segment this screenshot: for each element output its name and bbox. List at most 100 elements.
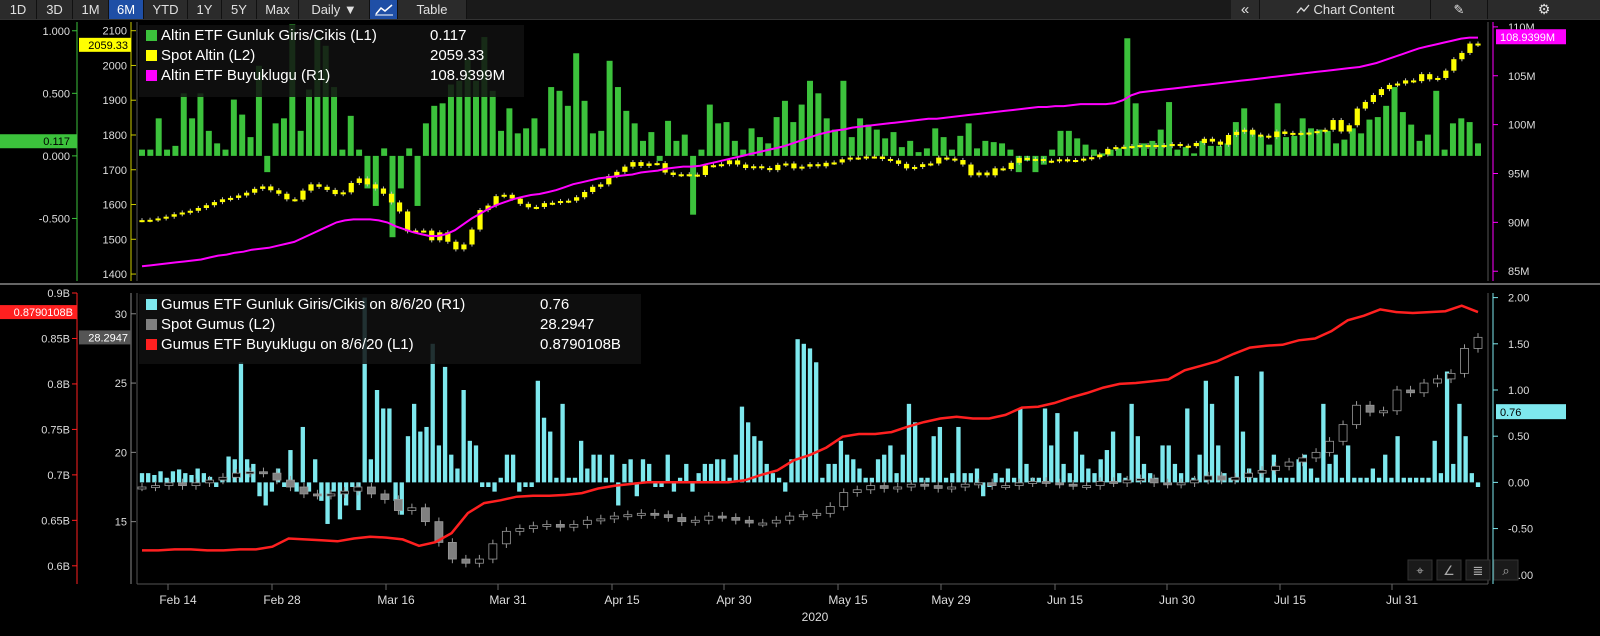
chart-content-button[interactable]: Chart Content — [1260, 0, 1431, 19]
axis-l1-tick-label: 0.7B — [47, 470, 70, 482]
gold-candle — [582, 192, 588, 198]
axis-l2-value-marker — [79, 37, 131, 52]
silver-etf-flow-bar — [541, 417, 547, 483]
gold-candle — [1338, 120, 1344, 132]
gold-candle — [726, 160, 733, 165]
gold-etf-flow-bar — [473, 80, 479, 156]
gold-candle — [541, 203, 548, 207]
gold-etf-flow-bar — [832, 129, 839, 156]
silver-candle — [717, 515, 727, 519]
silver-etf-flow-bar — [758, 440, 763, 483]
gold-etf-flow-bar — [990, 142, 997, 156]
legend-silver-series-value: 0.8790108B — [540, 336, 621, 353]
gold-etf-flow-bar — [640, 140, 646, 156]
axis-l1-value-marker — [0, 134, 77, 149]
gold-etf-flow-bar — [406, 148, 413, 156]
axis-l1-value-marker-label: 0.117 — [43, 136, 70, 148]
gold-candle — [227, 197, 234, 200]
gold-etf-flow-bar — [1449, 123, 1456, 156]
gold-etf-flow-bar — [1475, 143, 1481, 156]
gold-candle — [356, 178, 362, 183]
gold-etf-flow-bar — [272, 123, 279, 156]
chart-type-icon[interactable] — [370, 0, 398, 19]
gold-candle — [1137, 145, 1143, 148]
silver-etf-flow-bar — [1197, 454, 1202, 483]
silver-etf-flow-bar — [350, 482, 355, 487]
gold-candle — [244, 192, 250, 196]
range-button-5y[interactable]: 5Y — [222, 0, 257, 19]
silver-candle — [1176, 482, 1186, 486]
gold-etf-flow-bar — [1458, 118, 1465, 156]
gold-candle — [1475, 43, 1481, 46]
silver-etf-flow-bar — [176, 469, 182, 483]
gold-etf-flow-bar — [280, 118, 287, 156]
gold-candle — [1362, 101, 1368, 109]
interval-dropdown[interactable]: Daily ▼ — [299, 0, 370, 19]
gold-etf-flow-bar — [464, 59, 471, 156]
gold-candle — [211, 202, 218, 206]
silver-etf-flow-bar — [399, 482, 404, 515]
gold-etf-flow-bar — [172, 145, 179, 156]
range-button-ytd[interactable]: YTD — [144, 0, 188, 19]
silver-etf-flow-bar — [603, 477, 609, 483]
silver-candle — [744, 519, 754, 524]
gold-candle — [501, 194, 507, 197]
gold-etf-flow-bar — [1366, 119, 1373, 156]
gold-candle — [292, 199, 298, 202]
silver-etf-flow-bar — [708, 463, 714, 483]
silver-candle — [1244, 472, 1253, 478]
silver-etf-flow-bar — [263, 482, 268, 506]
top-panel-gold: 1.000 0.500 0.000 -0.500 2100 2000 1900 1800 170… — [0, 22, 1600, 285]
edit-icon[interactable]: ✎ — [1431, 0, 1488, 19]
collapse-icon[interactable]: « — [1231, 0, 1260, 19]
silver-etf-flow-bar — [467, 440, 472, 483]
silver-etf-flow-bar — [869, 477, 875, 483]
gold-candle — [1185, 145, 1191, 148]
silver-etf-flow-bar — [739, 406, 745, 483]
silver-etf-flow-bar — [1135, 436, 1140, 483]
silver-etf-flow-bar — [1395, 436, 1400, 483]
silver-candle — [596, 518, 606, 522]
range-button-6m[interactable]: 6M — [109, 0, 144, 19]
silver-etf-flow-bar — [294, 482, 299, 492]
silver-etf-flow-bar — [1216, 445, 1221, 483]
gold-candle — [380, 188, 387, 194]
silver-etf-flow-bar — [950, 473, 955, 483]
table-button[interactable]: Table — [398, 0, 467, 19]
silver-etf-flow-bar — [863, 477, 868, 483]
gold-candle — [252, 188, 258, 193]
range-button-1y[interactable]: 1Y — [188, 0, 222, 19]
axis-l1-value-marker — [0, 305, 77, 320]
silver-etf-flow-bar — [1228, 477, 1233, 483]
settings-gear-icon[interactable]: ⚙ — [1488, 0, 1600, 19]
range-button-max[interactable]: Max — [257, 0, 299, 19]
axis-l1-tick-label: 0.65B — [41, 515, 70, 527]
legend-silver-series-value: 0.76 — [540, 296, 569, 313]
silver-etf-flow-bar — [1160, 445, 1165, 483]
range-button-3d[interactable]: 3D — [37, 0, 73, 19]
gold-candle — [1314, 131, 1320, 134]
silver-candle — [690, 519, 700, 523]
axis-l2-tick-label: 1400 — [103, 269, 127, 281]
silver-etf-flow-bar — [1240, 431, 1246, 483]
gold-candle — [1016, 157, 1022, 163]
silver-etf-flow-bar — [1444, 371, 1450, 483]
range-button-1d[interactable]: 1D — [0, 0, 37, 19]
axis-l2-tick-label: 20 — [115, 447, 127, 459]
silver-etf-flow-bar — [956, 426, 961, 483]
silver-candle — [1028, 481, 1038, 484]
range-button-1m[interactable]: 1M — [73, 0, 109, 19]
silver-etf-flow-bar — [1092, 473, 1097, 483]
silver-candle — [286, 479, 295, 488]
legend-silver-swatch — [146, 299, 157, 310]
legend-silver-swatch — [146, 319, 157, 330]
gold-candle — [1209, 138, 1216, 142]
gold-etf-flow-bar — [957, 135, 964, 156]
silver-candle — [474, 558, 484, 564]
silver-etf-flow-bar — [1284, 477, 1289, 483]
silver-candle — [555, 524, 565, 528]
silver-etf-flow-bar — [677, 477, 683, 483]
silver-candle — [825, 505, 835, 514]
silver-etf-flow-bar — [1333, 454, 1338, 483]
gold-etf-flow-bar — [447, 84, 454, 156]
